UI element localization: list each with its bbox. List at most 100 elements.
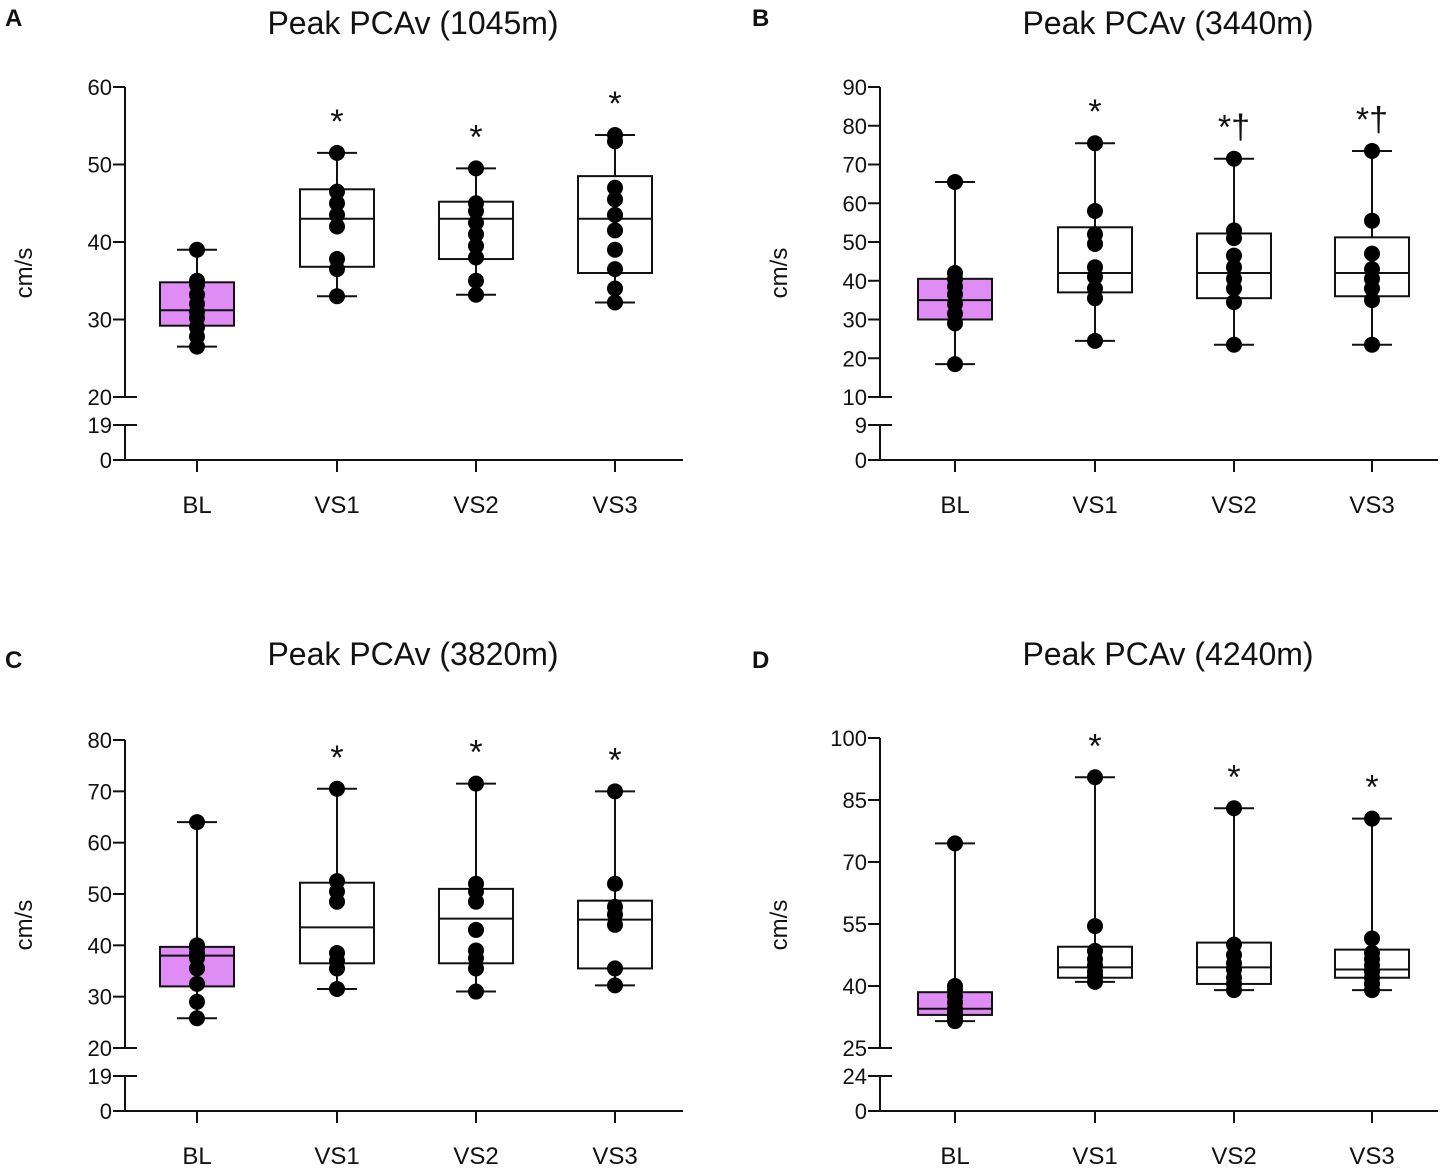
panel-d: D Peak PCAv (4240m) cm/s 254055708510002…	[752, 636, 1438, 1170]
data-point	[1364, 944, 1380, 961]
y-tick-label: 55	[843, 912, 867, 937]
y-tick-label: 40	[843, 974, 867, 999]
y-tick-label: 80	[88, 728, 112, 753]
y-tick-label: 60	[88, 831, 112, 856]
data-point	[607, 875, 623, 892]
data-point	[189, 241, 205, 258]
data-point	[1087, 280, 1103, 297]
y-tick-label: 50	[88, 153, 112, 178]
x-tick-label: BL	[182, 1143, 211, 1170]
significance-marker: *	[469, 118, 482, 156]
data-point	[468, 286, 484, 303]
data-point	[468, 921, 484, 938]
data-point	[189, 993, 205, 1010]
x-tick-label: BL	[182, 492, 211, 519]
data-point	[468, 160, 484, 177]
data-point	[1226, 150, 1242, 167]
y-tick-label: 30	[88, 308, 112, 333]
panel-d-plot: 25 40 55 70 85 100 0 24 BL VS1 * VS2 * VS3 *	[830, 726, 1438, 1170]
x-tick-label: VS1	[314, 1143, 359, 1170]
data-point	[189, 975, 205, 992]
data-point	[329, 144, 345, 161]
y-tick-label: 25	[843, 1036, 867, 1061]
data-point	[468, 195, 484, 212]
data-point	[1364, 292, 1380, 309]
x-tick-label: VS3	[592, 1143, 637, 1170]
y-tick-label: 0	[100, 1099, 112, 1124]
data-point	[468, 875, 484, 892]
data-point	[329, 873, 345, 890]
y-tick-label: 70	[843, 153, 867, 178]
data-point	[607, 206, 623, 223]
data-point	[947, 835, 963, 852]
x-tick-label: VS1	[314, 492, 359, 519]
data-point	[468, 942, 484, 959]
significance-marker: *†	[1356, 101, 1388, 139]
data-point	[329, 288, 345, 305]
panel-a-ylabel: cm/s	[11, 248, 38, 299]
data-point	[1087, 942, 1103, 959]
data-point	[468, 237, 484, 254]
y-tick-label: 19	[88, 1064, 112, 1089]
y-tick-label: 70	[88, 779, 112, 804]
y-tick-label: 40	[88, 230, 112, 255]
data-point	[1226, 259, 1242, 276]
data-point	[189, 937, 205, 954]
data-point	[189, 814, 205, 831]
data-point	[468, 214, 484, 231]
y-tick-label: 24	[843, 1064, 867, 1089]
y-tick-label: 0	[855, 448, 867, 473]
significance-marker: *	[469, 734, 482, 772]
data-point	[1087, 918, 1103, 935]
panel-c-plot: 20 30 40 50 60 70 80 0 19 BL VS1 * VS2 * VS3 *	[88, 728, 683, 1170]
significance-marker: *	[608, 741, 621, 779]
y-tick-label: 80	[843, 114, 867, 139]
significance-marker: *	[1088, 93, 1101, 131]
data-point	[607, 222, 623, 239]
significance-marker: *	[608, 85, 621, 123]
y-tick-label: 90	[843, 75, 867, 100]
y-tick-label: 60	[88, 75, 112, 100]
data-point	[468, 272, 484, 289]
data-point	[329, 780, 345, 797]
data-point	[607, 960, 623, 977]
data-point	[607, 261, 623, 278]
significance-marker: *	[330, 739, 343, 777]
data-point	[947, 978, 963, 994]
x-tick-label: BL	[940, 492, 969, 519]
panel-b: B Peak PCAv (3440m) cm/s 10 20 30 40 50 60 70 8…	[752, 5, 1438, 519]
data-point	[1087, 769, 1103, 786]
data-point	[607, 280, 623, 297]
significance-marker: *†	[1218, 109, 1250, 147]
data-point	[1226, 222, 1242, 239]
panel-letter-a: A	[5, 5, 22, 32]
data-point	[1087, 203, 1103, 219]
panel-c-ylabel: cm/s	[11, 900, 38, 951]
x-tick-label: VS3	[1349, 1143, 1394, 1170]
y-tick-label: 30	[88, 985, 112, 1010]
data-point	[329, 945, 345, 962]
panel-letter-c: C	[5, 647, 22, 674]
y-tick-label: 0	[855, 1099, 867, 1124]
data-point	[1364, 212, 1380, 229]
data-point	[1226, 247, 1242, 264]
data-point	[329, 251, 345, 268]
y-tick-label: 0	[100, 448, 112, 473]
panel-b-plot: 10 20 30 40 50 60 70 80 90 0 9 BL VS1 * VS2 *† VS3 *†	[843, 75, 1438, 519]
x-tick-label: BL	[940, 1143, 969, 1170]
x-tick-label: VS2	[453, 492, 498, 519]
data-point	[189, 272, 205, 289]
data-point	[607, 127, 623, 144]
y-tick-label: 20	[88, 1036, 112, 1061]
data-point	[1364, 336, 1380, 353]
panel-c: C Peak PCAv (3820m) cm/s 20 30 40 50 60 70 80 0…	[5, 636, 683, 1170]
significance-marker: *	[1227, 758, 1240, 796]
data-point	[189, 1010, 205, 1027]
data-point	[468, 249, 484, 266]
data-point	[1364, 810, 1380, 827]
data-point	[607, 977, 623, 994]
y-tick-label: 10	[843, 385, 867, 410]
panel-d-ylabel: cm/s	[766, 900, 793, 951]
data-point	[329, 980, 345, 997]
